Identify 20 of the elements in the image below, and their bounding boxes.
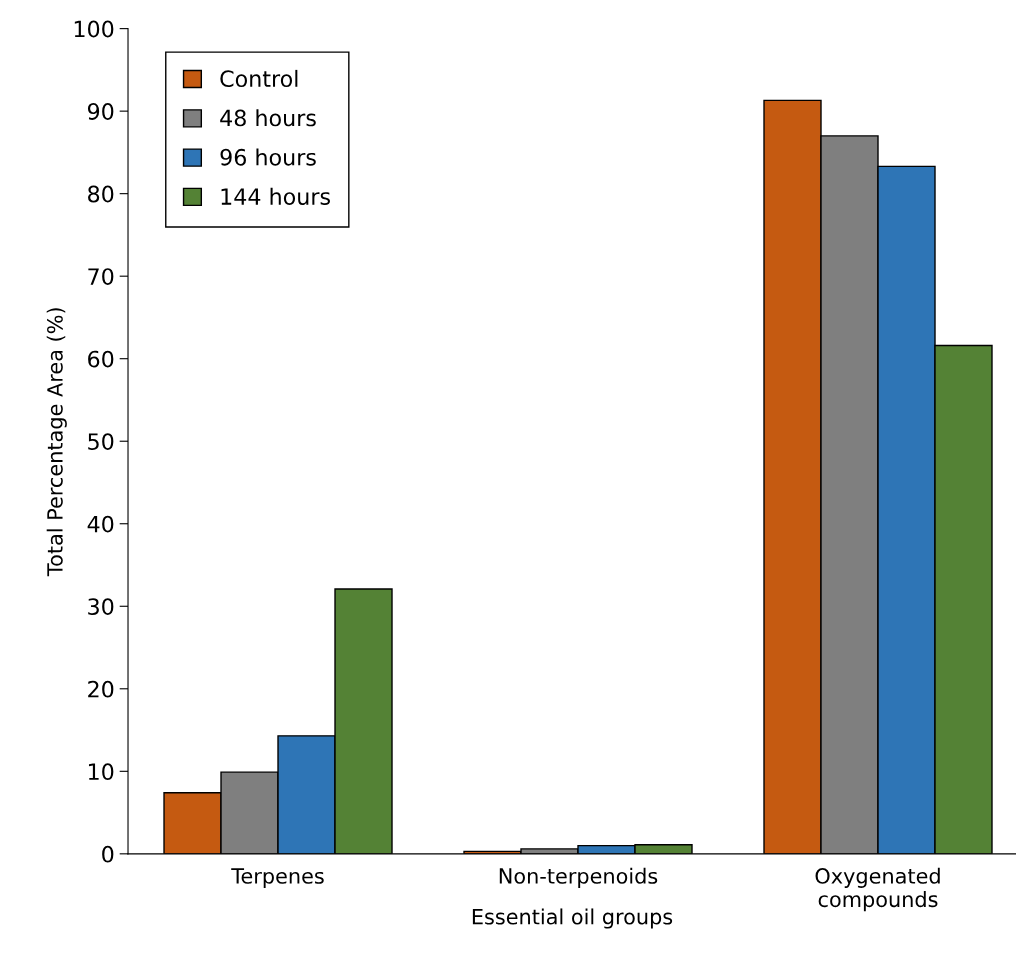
legend-label: Control <box>220 69 298 88</box>
y-tick-label: 0 <box>102 845 114 863</box>
y-tick-label: 40 <box>87 515 114 533</box>
legend-label: 144 hours <box>221 187 330 205</box>
y-tick-label: 20 <box>88 680 114 698</box>
y-tick-label: 50 <box>88 433 114 450</box>
legend-label: 96 hours <box>220 148 316 166</box>
legend-label: 48 hours <box>220 109 316 127</box>
y-tick-label: 80 <box>88 185 114 203</box>
y-axis-title: Total Percentage Area (%) <box>46 308 67 577</box>
x-tick-label: Non-terpenoids <box>499 867 658 888</box>
x-tick-label: Terpenes <box>231 868 324 888</box>
y-tick-label: 100 <box>74 20 114 38</box>
y-tick-label: 10 <box>88 763 114 781</box>
y-tick-label: 30 <box>88 598 114 616</box>
x-tick-label: Oxygenated compounds <box>815 867 940 912</box>
y-tick-label: 60 <box>88 350 114 368</box>
y-tick-label: 70 <box>88 268 114 285</box>
y-tick-label: 90 <box>87 103 114 120</box>
x-axis-title: Essential oil groups <box>472 908 673 929</box>
